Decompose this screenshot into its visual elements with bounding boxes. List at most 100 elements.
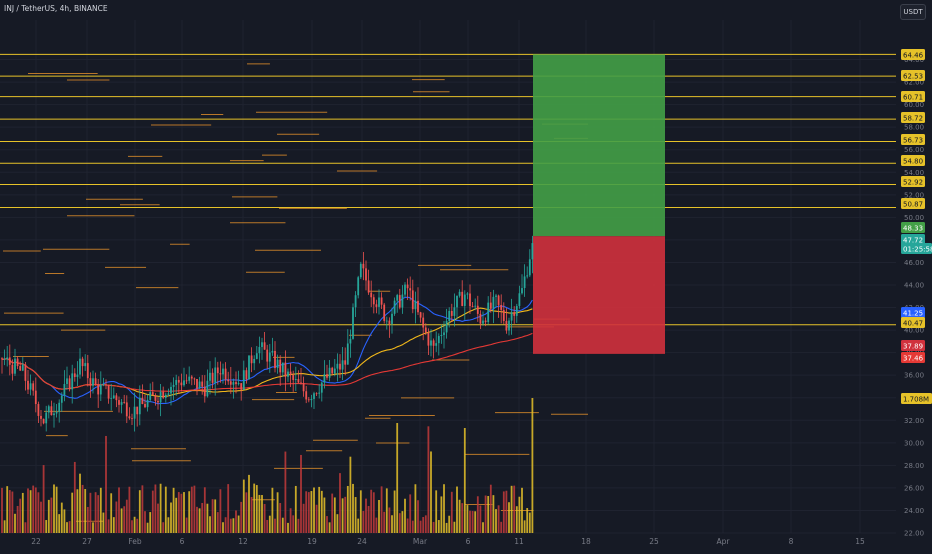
volume-bar (237, 515, 240, 533)
candle-body (523, 276, 526, 289)
volume-bar (138, 490, 141, 533)
candle-body (240, 383, 243, 390)
candle (513, 306, 516, 324)
candle-body (157, 400, 159, 403)
price-tick-label: 52.00 (904, 191, 924, 199)
candle-body (97, 384, 100, 395)
candle-body (149, 392, 152, 400)
candle-body (138, 397, 141, 415)
candle (456, 295, 458, 320)
volume-bar (159, 483, 162, 533)
volume-bar (58, 514, 61, 533)
volume-bar (326, 516, 328, 533)
volume-bar (505, 490, 508, 533)
candle-body (154, 395, 157, 401)
candle-body (513, 312, 516, 316)
volume-bar (198, 508, 201, 533)
candle (248, 355, 250, 380)
volume-bar (469, 510, 471, 533)
volume-bar (370, 489, 373, 533)
volume-bar (510, 485, 513, 533)
candle-body (107, 385, 110, 399)
candle (417, 287, 419, 315)
candle-body (183, 380, 185, 386)
candle-body (313, 393, 315, 399)
candle (263, 331, 266, 350)
volume-bar (55, 486, 58, 533)
volume-bar (131, 520, 133, 533)
volume-bar (331, 493, 334, 533)
candle (401, 285, 404, 314)
volume-bar (183, 492, 185, 533)
volume-bar (279, 503, 282, 533)
candle (162, 386, 165, 400)
volume-bar (177, 492, 180, 533)
candle-body (1, 358, 3, 360)
candle (209, 361, 211, 395)
candle (222, 363, 224, 384)
candle-body (474, 305, 477, 307)
candle-body (370, 292, 373, 298)
candle (508, 317, 510, 336)
volume-bar (365, 498, 367, 533)
candle (141, 384, 144, 405)
volume-bar (47, 499, 50, 533)
currency-button[interactable]: USDT (900, 4, 926, 20)
volume-bar (232, 518, 235, 533)
candle-body (188, 376, 191, 381)
candle (37, 401, 40, 424)
candle-body (201, 381, 204, 387)
candle-body (125, 402, 128, 417)
candle-body (227, 379, 230, 382)
candle-body (328, 367, 331, 378)
symbol-title: INJ / TetherUS, 4h, BINANCE (4, 4, 108, 13)
volume-bar (393, 490, 396, 533)
volume-bar (320, 490, 323, 533)
volume-bar (443, 484, 445, 533)
candle-body (505, 320, 508, 331)
candle (331, 366, 334, 376)
candle (271, 337, 274, 356)
candle-body (162, 391, 165, 398)
volume-bar (146, 522, 149, 533)
candle-body (471, 306, 474, 307)
candle-body (115, 395, 118, 401)
candle (164, 392, 167, 403)
candle (487, 296, 490, 325)
volume-bar (461, 503, 464, 533)
volume-bar (206, 503, 209, 533)
volume-bar (437, 520, 440, 533)
volume-bar (313, 487, 315, 533)
volume-bar (3, 520, 6, 533)
volume-bar (1, 487, 3, 533)
volume-bar (432, 521, 435, 533)
candle-body (235, 382, 237, 385)
candle (495, 293, 497, 308)
volume-bar (14, 513, 16, 533)
volume-bar (216, 512, 219, 533)
volume-bar (396, 423, 399, 533)
candle-body (73, 373, 76, 377)
candle-body (476, 305, 479, 314)
candle-body (86, 363, 89, 379)
volume-bar (487, 496, 490, 533)
price-badge-label: 50.87 (903, 201, 923, 209)
candle-body (302, 383, 305, 392)
volume-bar (380, 486, 383, 533)
volume-bar (94, 492, 97, 533)
candle (16, 356, 19, 370)
volume-bar (21, 492, 24, 533)
candle-body (242, 370, 245, 390)
candle (261, 337, 263, 360)
price-badge-bg (901, 317, 925, 328)
price-badge: 64.46 (901, 49, 925, 60)
price-badge-bg (901, 112, 925, 123)
candle-body (339, 363, 341, 370)
candle-body (128, 416, 131, 419)
volume-bar (240, 501, 243, 533)
candle-body (237, 383, 240, 385)
price-tick-label: 44.00 (904, 282, 924, 290)
